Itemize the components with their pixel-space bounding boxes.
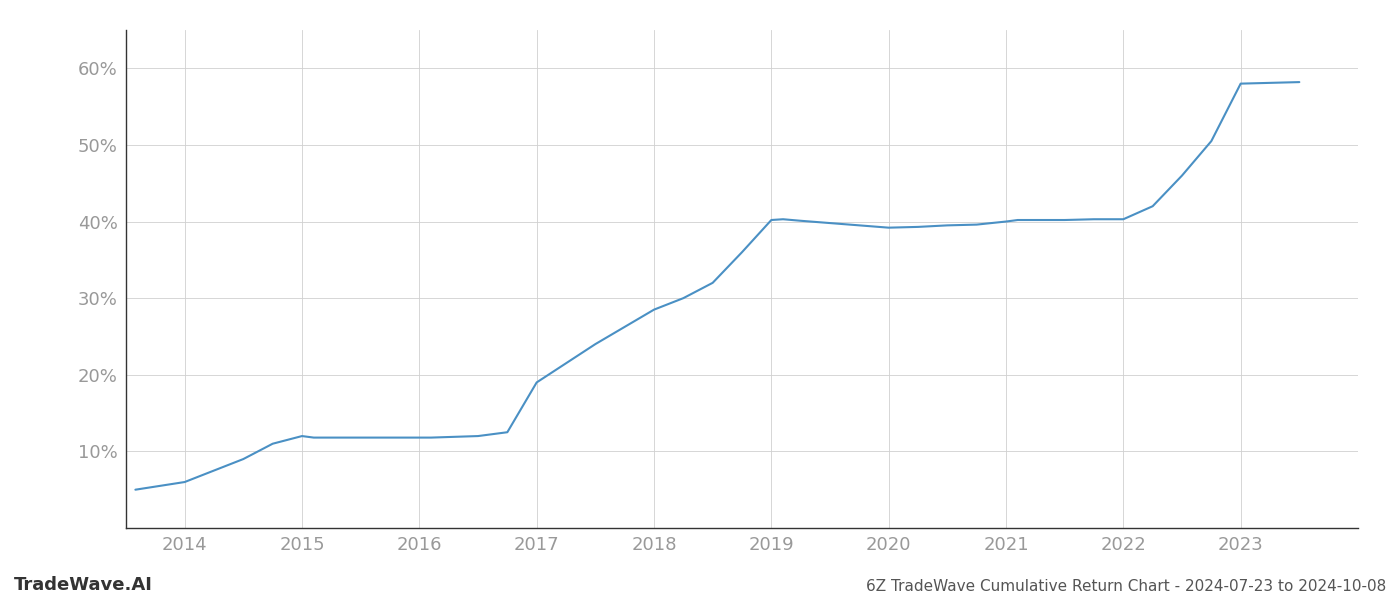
Text: TradeWave.AI: TradeWave.AI	[14, 576, 153, 594]
Text: 6Z TradeWave Cumulative Return Chart - 2024-07-23 to 2024-10-08: 6Z TradeWave Cumulative Return Chart - 2…	[865, 579, 1386, 594]
